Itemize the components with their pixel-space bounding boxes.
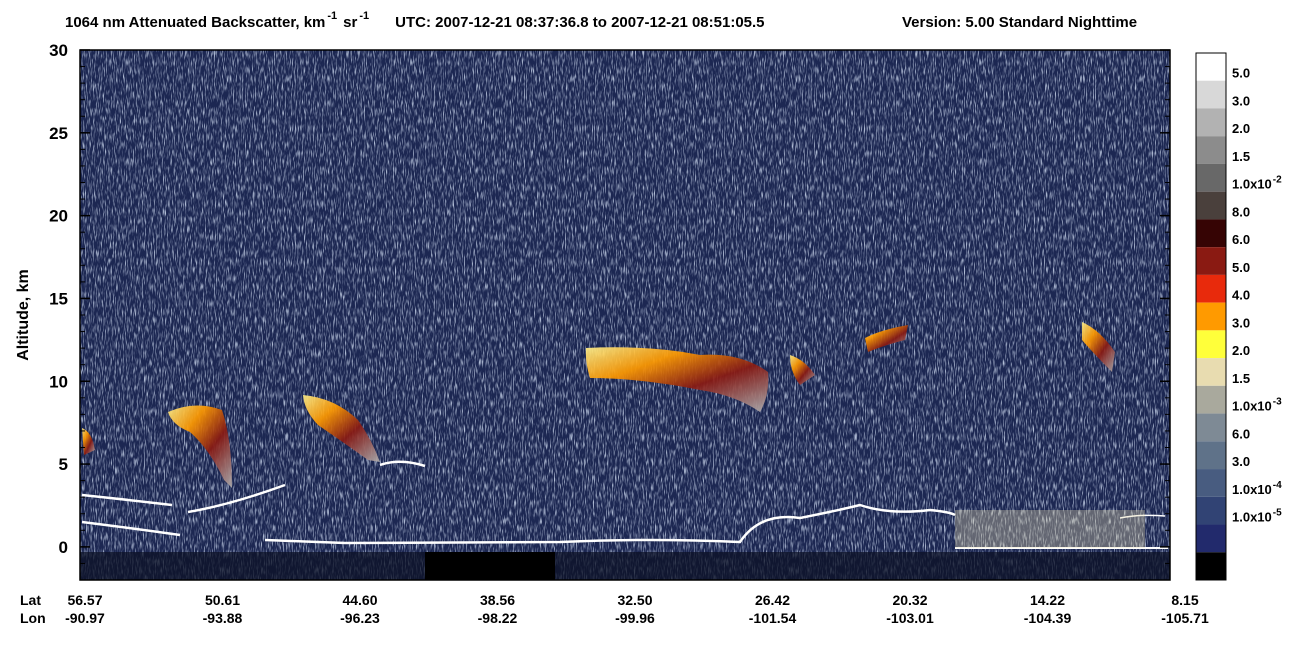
- lon-label: -98.22: [478, 610, 518, 626]
- lat-label: 26.42: [755, 592, 790, 608]
- lon-label: -93.88: [203, 610, 243, 626]
- colorbar-swatch: [1196, 247, 1226, 275]
- colorbar-swatch: [1196, 385, 1226, 414]
- subsurface: [80, 552, 1170, 580]
- y-axis-label: Altitude, km: [15, 269, 32, 361]
- lat-label: 50.61: [205, 592, 240, 608]
- title-superscript: -1: [327, 10, 337, 22]
- colorbar-label: 5.0: [1232, 260, 1250, 275]
- colorbar-label: 3.0: [1232, 315, 1250, 330]
- colorbar-exponent: -3: [1273, 397, 1282, 408]
- x-row-label: Lon: [20, 610, 46, 626]
- lat-label: 56.57: [67, 592, 102, 608]
- title-superscript: -1: [359, 10, 369, 22]
- title-utc: UTC: 2007-12-21 08:37:36.8 to 2007-12-21…: [395, 14, 764, 31]
- colorbar-frame: [1195, 52, 1227, 581]
- colorbar-swatch: [1196, 219, 1226, 248]
- y-tick-label: 20: [49, 207, 68, 226]
- colorbar-exponent: -4: [1273, 480, 1282, 491]
- lon-label: -90.97: [65, 610, 105, 626]
- lon-label: -105.71: [1161, 610, 1209, 626]
- cloud: [303, 395, 380, 462]
- lat-label: 14.22: [1030, 592, 1065, 608]
- colorbar-label: 4.0: [1232, 288, 1250, 303]
- title-version: Version: 5.00 Standard Nighttime: [902, 14, 1137, 31]
- title-text: sr: [343, 14, 357, 31]
- plot-area: [80, 50, 1170, 580]
- colorbar-label: 3.0: [1232, 454, 1250, 469]
- colorbar-label: 3.0: [1232, 93, 1250, 108]
- lat-label: 44.60: [342, 592, 377, 608]
- colorbar-label: 6.0: [1232, 232, 1250, 247]
- y-tick-label: 5: [59, 455, 68, 474]
- colorbar-swatch: [1196, 413, 1226, 442]
- lon-label: -104.39: [1024, 610, 1072, 626]
- lat-label: 20.32: [892, 592, 927, 608]
- colorbar-swatch: [1196, 496, 1226, 525]
- cloud: [82, 428, 95, 455]
- x-row-label: Lat: [20, 592, 41, 608]
- cloud: [168, 405, 232, 488]
- colorbar-swatch: [1196, 441, 1226, 470]
- colorbar-swatch: [1196, 524, 1226, 553]
- lon-label: -96.23: [340, 610, 380, 626]
- y-tick-label: 0: [59, 538, 68, 557]
- colorbar-swatch: [1196, 53, 1226, 81]
- colorbar-label: 6.0: [1232, 426, 1250, 441]
- title: 1064 nm Attenuated Backscatter, km -1 sr -1…: [65, 10, 1137, 31]
- cloud: [1082, 322, 1115, 372]
- lat-label: 8.15: [1171, 592, 1198, 608]
- colorbar-label: 1.0x10: [1232, 399, 1272, 414]
- colorbar: 5.03.02.01.51.0x10 -28.06.05.04.03.02.01.…: [1195, 52, 1282, 581]
- colorbar-label: 1.0x10: [1232, 482, 1272, 497]
- colorbar-swatch: [1196, 330, 1226, 359]
- colorbar-label: 2.0: [1232, 343, 1250, 358]
- surface-line: [81, 483, 286, 514]
- lon-label: -103.01: [886, 610, 934, 626]
- lon-label: -99.96: [615, 610, 655, 626]
- colorbar-swatch: [1196, 108, 1226, 137]
- surface-line: [379, 460, 426, 468]
- cloud: [585, 347, 769, 412]
- y-tick-label: 15: [49, 289, 68, 308]
- colorbar-swatch: [1196, 163, 1226, 192]
- colorbar-swatch: [1196, 469, 1226, 497]
- colorbar-swatch: [1196, 552, 1226, 580]
- lat-label: 32.50: [617, 592, 652, 608]
- colorbar-swatch: [1196, 274, 1226, 303]
- colorbar-swatch: [1196, 80, 1226, 109]
- surface-line: [81, 520, 181, 537]
- colorbar-swatch: [1196, 302, 1226, 331]
- noise-texture: [80, 50, 1170, 580]
- lat-label: 38.56: [480, 592, 515, 608]
- subsurface-dark: [425, 552, 555, 580]
- lon-label: -101.54: [749, 610, 797, 626]
- title-text: 1064 nm Attenuated Backscatter, km: [65, 14, 325, 31]
- colorbar-label: 8.0: [1232, 204, 1250, 219]
- y-tick-label: 10: [49, 372, 68, 391]
- colorbar-exponent: -5: [1273, 508, 1282, 519]
- cloud: [790, 355, 815, 385]
- surface-line: [1119, 514, 1166, 519]
- aerosol-layer: [955, 510, 1145, 548]
- colorbar-label: 1.5: [1232, 371, 1250, 386]
- colorbar-swatch: [1196, 191, 1226, 220]
- colorbar-exponent: -2: [1273, 175, 1282, 186]
- colorbar-label: 1.0x10: [1232, 177, 1272, 192]
- axes: 0 5 10 15 20 25 30 Lat Lon 56.57 -90.97 50.61 -93.88…: [20, 41, 1209, 626]
- colorbar-label: 5.0: [1232, 66, 1250, 81]
- y-tick-label: 25: [49, 124, 68, 143]
- colorbar-swatch: [1196, 358, 1226, 386]
- colorbar-swatch: [1196, 136, 1226, 164]
- y-tick-label: 30: [49, 41, 68, 60]
- colorbar-label: 2.0: [1232, 121, 1250, 136]
- colorbar-label: 1.5: [1232, 149, 1250, 164]
- surface-line: [264, 503, 956, 545]
- surface-returns: [81, 460, 1168, 549]
- cloud: [865, 325, 908, 352]
- clouds: [82, 322, 1115, 488]
- colorbar-label: 1.0x10: [1232, 510, 1272, 525]
